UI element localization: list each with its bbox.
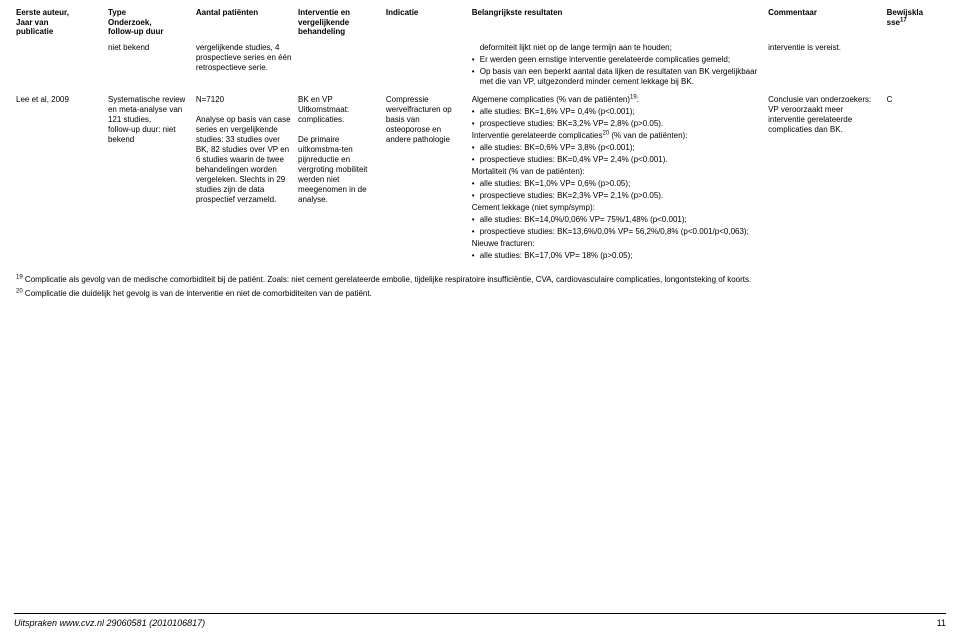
- cell-type: niet bekend: [106, 41, 194, 93]
- table-row: Lee et al, 2009 Systematische review en …: [14, 93, 946, 267]
- th-indication: Indicatie: [384, 6, 470, 41]
- cell-comment: Conclusie van onderzoekers:VP veroorzaak…: [766, 93, 885, 267]
- result-bullet: alle studies: BK=1,6% VP= 0,4% (p<0.001)…: [472, 107, 762, 117]
- result-bullet: prospectieve studies: BK=0,4% VP= 2,4% (…: [472, 155, 762, 165]
- cell-results: deformiteit lijkt niet op de lange termi…: [470, 41, 766, 93]
- footnote: 19 Complicatie als gevolg van de medisch…: [16, 275, 944, 285]
- cell-n: vergelijkende studies, 4 prospectieve se…: [194, 41, 296, 93]
- result-bullet: alle studies: BK=0,6% VP= 3,8% (p<0.001)…: [472, 143, 762, 153]
- cell-intervention: BK en VPUitkomstmaat: complicaties.De pr…: [296, 93, 384, 267]
- cell-n: N=7120Analyse op basis van case series e…: [194, 93, 296, 267]
- result-bullet: Er werden geen ernstige interventie gere…: [472, 55, 762, 65]
- th-results: Belangrijkste resultaten: [470, 6, 766, 41]
- cell-comment: interventie is vereist.: [766, 41, 885, 93]
- result-bullet: prospectieve studies: BK=13,6%/0,0% VP= …: [472, 227, 762, 237]
- th-evidence-class: Bewijsklasse17: [885, 6, 946, 41]
- th-intervention: Interventie en vergelijkende behandeling: [296, 6, 384, 41]
- cell-indication: Compressie wervelfracturen op basis van …: [384, 93, 470, 267]
- th-n: Aantal patiënten: [194, 6, 296, 41]
- th-type: TypeOnderzoek,follow-up duur: [106, 6, 194, 41]
- footer-source: Uitspraken www.cvz.nl 29060581 (20101068…: [14, 618, 205, 628]
- th-comment: Commentaar: [766, 6, 885, 41]
- footnote: 20 Complicatie die duidelijk het gevolg …: [16, 289, 944, 299]
- page-footer: Uitspraken www.cvz.nl 29060581 (20101068…: [14, 613, 946, 628]
- result-bullet: alle studies: BK=14,0%/0,06% VP= 75%/1,4…: [472, 215, 762, 225]
- cell-type: Systematische review en meta-analyse van…: [106, 93, 194, 267]
- result-bullet: alle studies: BK=1,0% VP= 0,6% (p>0.05);: [472, 179, 762, 189]
- evidence-table: Eerste auteur,Jaar vanpublicatie TypeOnd…: [14, 6, 946, 267]
- result-bullet: prospectieve studies: BK=2,3% VP= 2,1% (…: [472, 191, 762, 201]
- table-row: niet bekend vergelijkende studies, 4 pro…: [14, 41, 946, 93]
- page-number: 11: [937, 618, 946, 628]
- cell-author: Lee et al, 2009: [14, 93, 106, 267]
- th-author: Eerste auteur,Jaar vanpublicatie: [14, 6, 106, 41]
- result-bullet: Op basis van een beperkt aantal data lij…: [472, 67, 762, 87]
- result-bullet: prospectieve studies: BK=3,2% VP= 2,8% (…: [472, 119, 762, 129]
- cell-results: Algemene complicaties (% van de patiënte…: [470, 93, 766, 267]
- table-header-row: Eerste auteur,Jaar vanpublicatie TypeOnd…: [14, 6, 946, 41]
- footnotes: 19 Complicatie als gevolg van de medisch…: [14, 275, 946, 299]
- cell-evidence-class: C: [885, 93, 946, 267]
- result-bullet: alle studies: BK=17,0% VP= 18% (p>0.05);: [472, 251, 762, 261]
